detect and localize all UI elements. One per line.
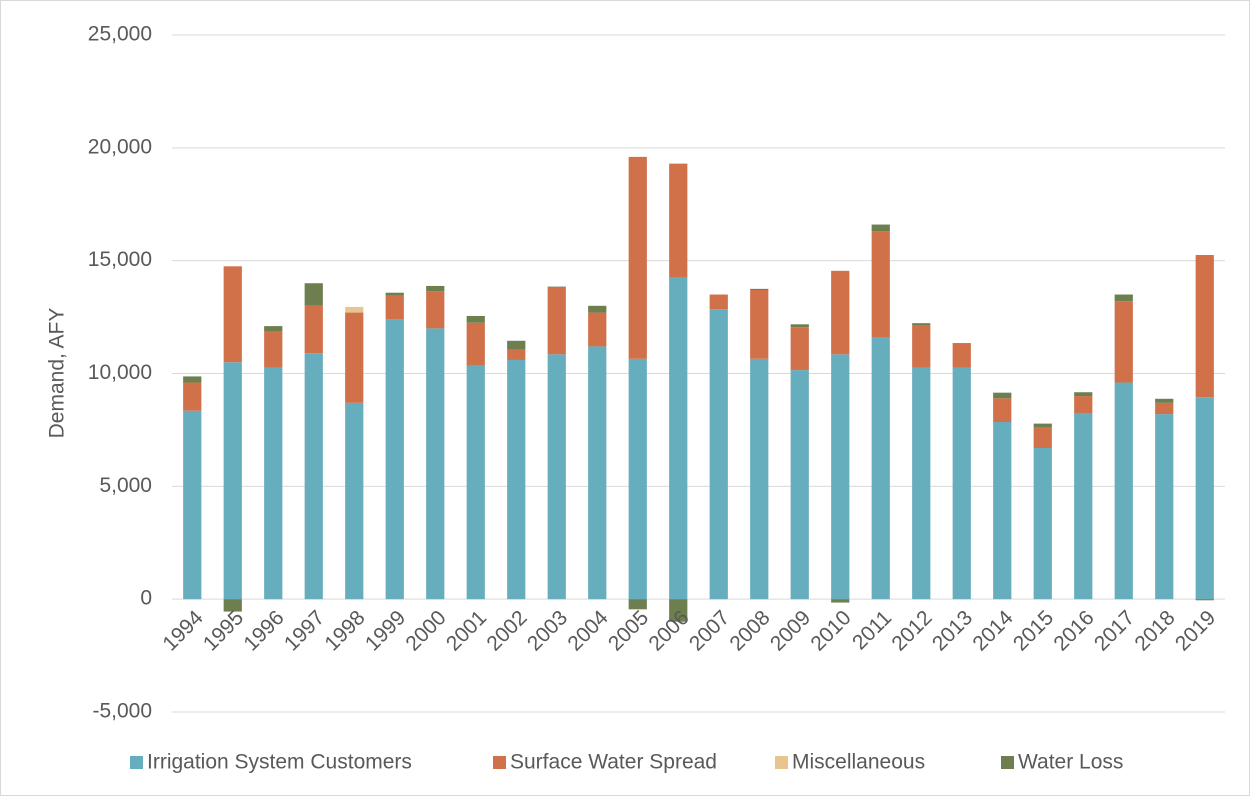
legend-swatch <box>130 756 143 769</box>
bar-segment <box>385 292 404 296</box>
bar-segment <box>831 354 850 600</box>
bar-segment <box>669 163 688 278</box>
bar-segment <box>993 398 1012 423</box>
bar-segment <box>466 365 485 600</box>
bar-segment <box>790 370 809 600</box>
bar-segment <box>912 324 931 368</box>
bar-segment <box>385 295 404 320</box>
bar-segment <box>1074 392 1093 397</box>
bar-segment <box>1195 397 1214 600</box>
bar-segment <box>1155 402 1174 415</box>
y-tick-label: -5,000 <box>92 700 152 723</box>
bar-segment <box>628 156 647 359</box>
bar-segment <box>669 277 688 600</box>
bar-segment <box>426 285 445 292</box>
bar-segment <box>993 422 1012 600</box>
bar-segment <box>1033 427 1052 448</box>
bar-segment <box>345 402 364 600</box>
y-tick-label: 25,000 <box>88 23 152 46</box>
bar-segment <box>669 599 688 622</box>
bar-segment <box>588 346 607 600</box>
bar-segment <box>507 359 526 600</box>
bar-segment <box>628 358 647 600</box>
legend-swatch <box>493 756 506 769</box>
legend-label: Water Loss <box>1018 751 1123 774</box>
bar-segment <box>223 362 242 600</box>
bar-segment <box>304 305 323 354</box>
bar-segment <box>790 327 809 371</box>
bar-segment <box>304 353 323 600</box>
bar-segment <box>831 599 850 603</box>
y-tick-label: 15,000 <box>88 248 152 271</box>
bar-segment <box>507 349 526 360</box>
bar-segment <box>871 231 890 338</box>
bar-segment <box>547 354 566 600</box>
bar-segment <box>1195 255 1214 398</box>
bar-segment <box>264 367 283 600</box>
bar-segment <box>1074 412 1093 600</box>
bar-segment <box>183 382 202 411</box>
y-axis-label: Demand, AFY <box>46 308 69 439</box>
bar-segment <box>426 328 445 600</box>
bar-segment <box>1074 396 1093 413</box>
bar-segment <box>790 324 809 328</box>
y-tick-label: 20,000 <box>88 135 152 158</box>
bar-segment <box>628 599 647 610</box>
bar-segment <box>709 309 728 600</box>
bar-segment <box>871 224 890 232</box>
legend-swatch <box>775 756 788 769</box>
bar-segment <box>750 358 769 600</box>
bar-segment <box>426 291 445 329</box>
bar-segment <box>1155 414 1174 600</box>
bar-segment <box>709 294 728 310</box>
bar-segment <box>345 306 364 313</box>
bar-segment <box>588 305 607 313</box>
bar-segment <box>912 323 931 325</box>
bar-segment <box>183 376 202 383</box>
bar-segment <box>547 286 566 288</box>
bar-segment <box>1114 301 1133 383</box>
bar-segment <box>345 312 364 403</box>
bar-segment <box>1195 599 1214 601</box>
legend-label: Miscellaneous <box>792 751 925 774</box>
bar-segment <box>466 322 485 366</box>
bar-segment <box>1033 423 1052 428</box>
bar-segment <box>385 319 404 600</box>
bar-segment <box>588 312 607 347</box>
bar-segment <box>183 410 202 600</box>
bar-segment <box>1114 382 1133 600</box>
bar-segment <box>1155 398 1174 403</box>
bar-segment <box>871 337 890 600</box>
legend-swatch <box>1001 756 1014 769</box>
y-tick-label: 10,000 <box>88 361 152 384</box>
bar-segment <box>223 266 242 363</box>
bar-segment <box>466 315 485 323</box>
legend-label: Surface Water Spread <box>510 751 717 774</box>
bar-segment <box>952 367 971 600</box>
legend-label: Irrigation System Customers <box>147 751 412 774</box>
bar-segment <box>912 367 931 600</box>
bar-segment <box>1033 447 1052 600</box>
bar-segment <box>993 392 1012 399</box>
bar-segment <box>264 331 283 368</box>
bar-segment <box>264 326 283 332</box>
bar-segment <box>1114 294 1133 302</box>
bar-segment <box>831 270 850 355</box>
y-tick-label: 0 <box>140 587 152 610</box>
bar-segment <box>750 290 769 359</box>
bar-segment <box>507 340 526 350</box>
bar-segment <box>223 599 242 612</box>
y-tick-label: 5,000 <box>99 474 152 497</box>
bar-segment <box>952 343 971 368</box>
bar-segment <box>750 288 769 291</box>
bar-segment <box>304 283 323 306</box>
bar-segment <box>547 287 566 355</box>
